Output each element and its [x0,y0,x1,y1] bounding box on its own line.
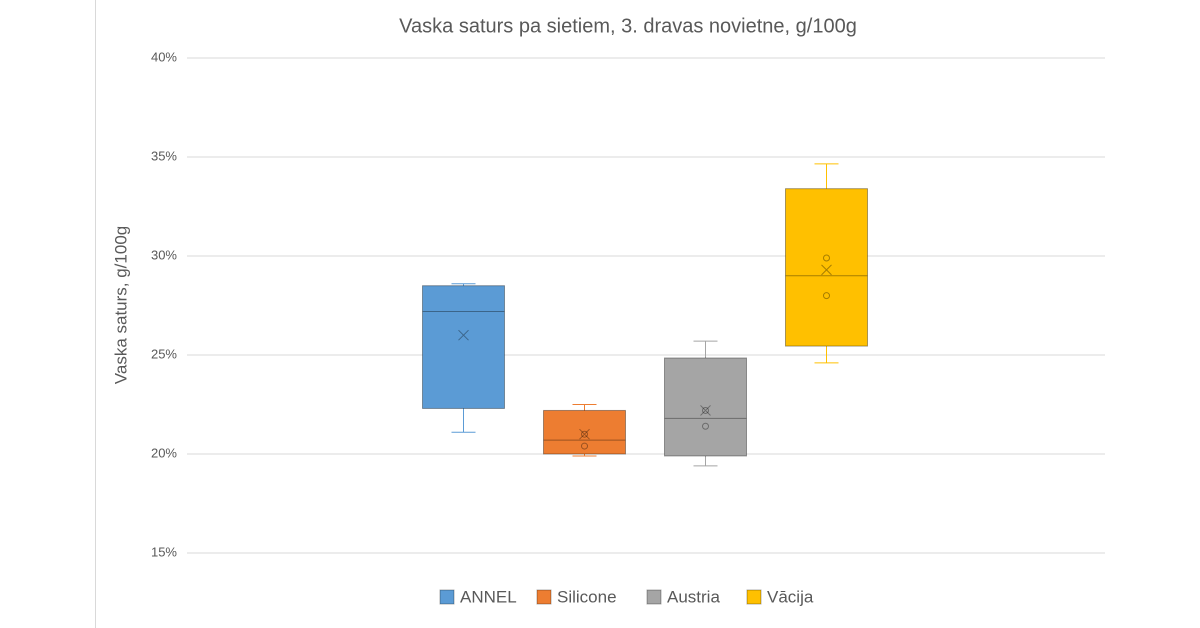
mean-marker [821,264,832,276]
box [664,357,747,457]
box [785,188,868,347]
legend-swatch [439,589,455,605]
mean-marker [458,329,469,341]
box [543,409,626,455]
legend-swatch [536,589,552,605]
chart-title: Vaska saturs pa sietiem, 3. dravas novie… [399,15,857,37]
inner-point [702,422,709,430]
legend-label: ANNEL [460,587,517,606]
inner-point [823,292,830,300]
y-tick-label: 15% [151,544,177,559]
y-tick-label: 30% [151,247,177,262]
inner-point [581,442,588,450]
legend-label: Austria [667,587,720,606]
y-tick-label: 40% [151,49,177,64]
y-tick-label: 20% [151,445,177,460]
legend-label: Vācija [767,587,814,606]
legend-swatch [746,589,762,605]
inner-point [581,430,588,438]
inner-point [823,254,830,262]
mean-marker [700,405,711,416]
legend-swatch [646,589,662,605]
mean-marker [579,428,590,440]
inner-point [702,406,709,414]
legend-label: Silicone [557,587,617,606]
y-axis-label: Vaska saturs, g/100g [111,226,130,384]
y-tick-label: 25% [151,346,177,361]
box [422,285,505,409]
y-tick-label: 35% [151,148,177,163]
